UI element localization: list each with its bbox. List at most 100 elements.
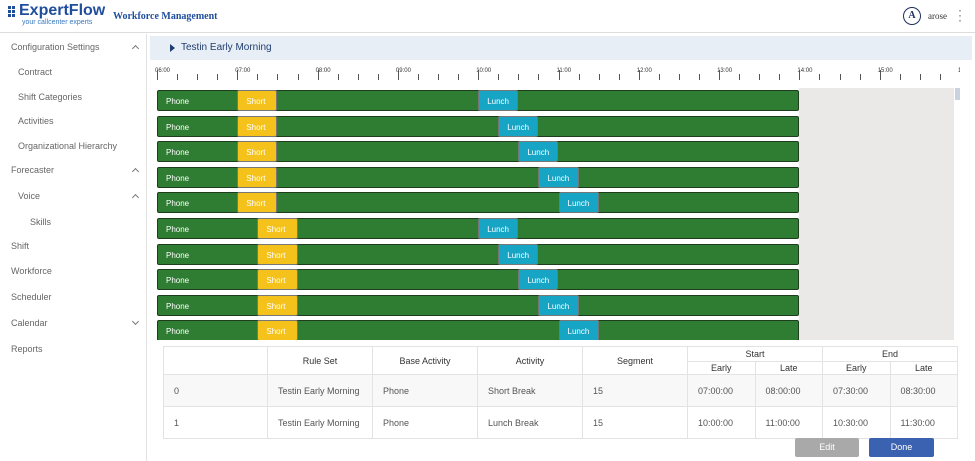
subheader-cell: Early — [688, 362, 756, 375]
segment[interactable]: Short — [257, 269, 297, 290]
chevron — [132, 194, 139, 201]
sidebar-item[interactable]: Reports — [11, 344, 43, 354]
header: ExpertFlow your callcenter experts Workf… — [0, 0, 975, 33]
segment[interactable]: Short — [257, 295, 297, 316]
segment[interactable]: Phone — [157, 295, 799, 316]
subheader-cell: Early — [823, 362, 891, 375]
header-cell: Activity — [478, 347, 583, 375]
sidebar-item[interactable]: Skills — [30, 217, 51, 227]
segment[interactable]: Short — [237, 90, 277, 111]
segment[interactable]: Phone — [157, 269, 799, 290]
tick — [157, 70, 158, 80]
caret — [170, 44, 176, 52]
tick — [559, 70, 560, 80]
tick — [619, 74, 620, 80]
segment[interactable]: Short — [237, 192, 277, 213]
sidebar-item[interactable]: Configuration Settings — [11, 42, 100, 52]
tick — [257, 74, 258, 80]
tick — [739, 74, 740, 80]
table-cell: Phone — [373, 407, 478, 439]
segment[interactable]: Short — [237, 167, 277, 188]
segment[interactable]: Lunch — [498, 244, 538, 265]
tick — [237, 70, 238, 80]
segment[interactable]: Lunch — [538, 295, 578, 316]
tick — [518, 74, 519, 80]
table-cell: 10:30:00 — [823, 407, 891, 439]
header-cell: Base Activity — [373, 347, 478, 375]
tick — [458, 74, 459, 80]
segment[interactable]: Lunch — [498, 116, 538, 137]
username[interactable]: arose — [928, 11, 947, 21]
section-title: Testin Early Morning — [181, 42, 272, 53]
segment[interactable]: Short — [257, 218, 297, 239]
sidebar-item[interactable]: Forecaster — [11, 165, 54, 175]
segment[interactable]: Lunch — [478, 90, 518, 111]
subheader-cell: Late — [755, 362, 823, 375]
tick — [338, 74, 339, 80]
tick — [418, 74, 419, 80]
tick — [639, 70, 640, 80]
tick — [679, 74, 680, 80]
segment[interactable]: Short — [237, 141, 277, 162]
tick — [880, 70, 881, 80]
sidebar-item[interactable]: Scheduler — [11, 292, 52, 302]
segment[interactable]: Phone — [157, 320, 799, 340]
tick — [699, 74, 700, 80]
menu[interactable]: ··· — [958, 8, 962, 23]
sidebar-item[interactable]: Organizational Hierarchy — [18, 141, 117, 151]
segment[interactable]: Short — [257, 320, 297, 340]
scrollbar — [955, 88, 960, 100]
tick — [579, 74, 580, 80]
tick — [498, 74, 499, 80]
table-cell: 08:00:00 — [755, 375, 823, 407]
rules-table: Rule SetBase ActivityActivitySegmentStar… — [163, 346, 958, 439]
tick — [177, 74, 178, 80]
table-cell: Testin Early Morning — [268, 407, 373, 439]
tick — [920, 74, 921, 80]
segment[interactable]: Short — [237, 116, 277, 137]
segment[interactable]: Lunch — [559, 192, 599, 213]
header-cell — [164, 347, 268, 375]
sidebar-item[interactable]: Activities — [18, 116, 54, 126]
done-button[interactable]: Done — [869, 438, 934, 457]
avatar[interactable]: A — [903, 7, 921, 25]
table-cell: 0 — [164, 375, 268, 407]
sidebar-item[interactable]: Shift Categories — [18, 92, 82, 102]
table-cell: Testin Early Morning — [268, 375, 373, 407]
tick — [719, 70, 720, 80]
sidebar-item[interactable]: Voice — [18, 191, 40, 201]
tick — [318, 70, 319, 80]
edit-button[interactable]: Edit — [795, 438, 859, 457]
header-row: Rule SetBase ActivityActivitySegmentStar… — [164, 347, 958, 362]
segment[interactable]: Lunch — [518, 141, 558, 162]
sidebar-item[interactable]: Calendar — [11, 318, 48, 328]
app-name: Workforce Management — [113, 11, 218, 22]
logo: ExpertFlow — [19, 2, 105, 20]
chevron — [132, 318, 139, 325]
segment[interactable]: Lunch — [538, 167, 578, 188]
section-header: Testin Early Morning — [150, 36, 972, 60]
tick — [779, 74, 780, 80]
header-cell: Segment — [583, 347, 688, 375]
chevron — [132, 168, 139, 175]
segment[interactable]: Lunch — [559, 320, 599, 340]
table-cell: 11:30:00 — [890, 407, 958, 439]
sidebar-item[interactable]: Contract — [18, 67, 52, 77]
tick — [298, 74, 299, 80]
table-cell: Short Break — [478, 375, 583, 407]
segment[interactable]: Phone — [157, 244, 799, 265]
sidebar-item[interactable]: Workforce — [11, 266, 52, 276]
tick — [599, 74, 600, 80]
segment[interactable]: Short — [257, 244, 297, 265]
segment[interactable]: Lunch — [478, 218, 518, 239]
sidebar: Configuration Settings Contract Shift Cate… — [0, 34, 147, 461]
table-cell: 08:30:00 — [890, 375, 958, 407]
tick — [659, 74, 660, 80]
tick — [217, 74, 218, 80]
chevron — [132, 45, 139, 52]
segment[interactable]: Lunch — [518, 269, 558, 290]
table-row: 1Testin Early MorningPhoneLunch Break151… — [164, 407, 958, 439]
sidebar-item[interactable]: Shift — [11, 241, 29, 251]
tick — [940, 74, 941, 80]
